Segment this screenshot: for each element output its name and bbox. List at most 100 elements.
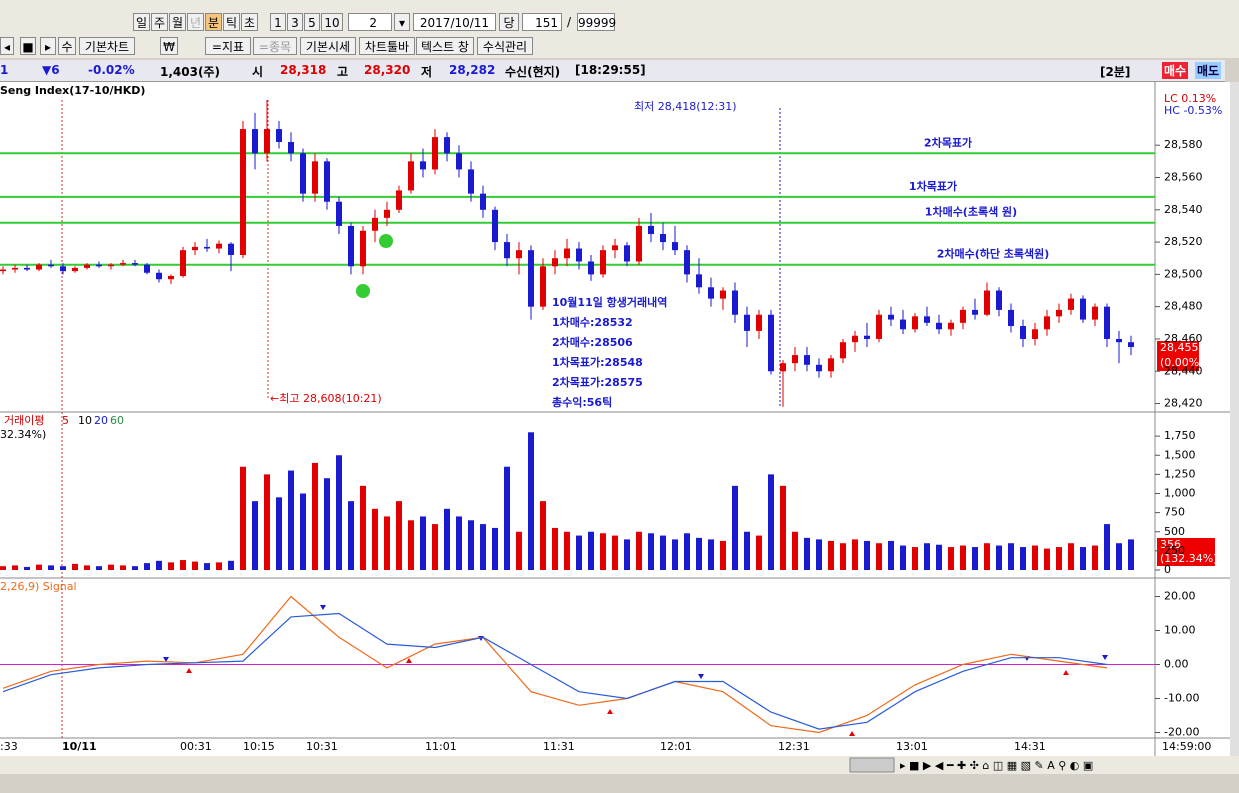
candle-body bbox=[540, 266, 546, 307]
level-label: 2차매수(하단 초록색원) bbox=[937, 247, 1050, 261]
volume-bar bbox=[792, 531, 798, 570]
period-button[interactable]: 초 bbox=[241, 13, 258, 31]
toolbar-button[interactable]: 수 bbox=[58, 37, 76, 55]
buy-marker bbox=[379, 234, 393, 248]
y-tick-label: -10.00 bbox=[1164, 692, 1199, 705]
volume-bar bbox=[696, 537, 702, 570]
volume-bar bbox=[168, 562, 174, 570]
volume-bar bbox=[408, 520, 414, 570]
sell-button[interactable]: 매도 bbox=[1195, 62, 1222, 79]
count-input[interactable]: 151 bbox=[522, 13, 562, 31]
y-tick-label: 1,500 bbox=[1164, 448, 1196, 461]
toolbar-button[interactable]: 텍스트 창 bbox=[416, 37, 474, 55]
period-button[interactable]: 년 bbox=[187, 13, 204, 31]
volume-bar bbox=[996, 545, 1002, 570]
candle-body bbox=[204, 246, 210, 249]
toolbar-button[interactable]: =지표 bbox=[205, 37, 251, 55]
volume-bar bbox=[324, 478, 330, 570]
volume-bar bbox=[876, 543, 882, 570]
candle-body bbox=[672, 242, 678, 251]
interval-button[interactable]: 5 bbox=[304, 13, 320, 31]
volume-legend: 10 bbox=[78, 414, 92, 427]
buy-marker bbox=[356, 284, 370, 298]
volume-bar bbox=[1056, 547, 1062, 570]
candle-body bbox=[912, 316, 918, 330]
x-tick-label: 10:31 bbox=[306, 740, 338, 753]
volume-bar bbox=[288, 470, 294, 570]
volume-bar bbox=[840, 543, 846, 570]
period-button[interactable]: 틱 bbox=[223, 13, 240, 31]
volume-bar bbox=[684, 533, 690, 570]
interval-button[interactable]: 3 bbox=[287, 13, 303, 31]
nav-button[interactable]: ◂ bbox=[0, 37, 14, 55]
tool-icons[interactable]: ▸ ■ ▶ ◀ ━ ✚ ✣ ⌂ ◫ ▦ ▧ ✎ A ⚲ ◐ ▣ bbox=[900, 759, 1093, 772]
time: [18:29:55] bbox=[575, 63, 646, 77]
volume-bar bbox=[624, 539, 630, 570]
candle-body bbox=[132, 263, 138, 265]
x-tick-label: 10/11 bbox=[62, 740, 97, 753]
candle-body bbox=[636, 225, 642, 262]
volume-bar bbox=[1116, 543, 1122, 570]
volume-bar bbox=[252, 501, 258, 570]
volume-bar bbox=[960, 545, 966, 570]
volume-bar bbox=[12, 565, 18, 570]
toolbar-button[interactable]: 차트툴바 bbox=[359, 37, 415, 55]
volume-bar bbox=[336, 455, 342, 570]
volume-bar bbox=[660, 535, 666, 570]
current-button[interactable]: 당 bbox=[499, 13, 519, 31]
volume-partial: 32.34%) bbox=[0, 428, 46, 441]
date-input[interactable]: 2017/10/11 bbox=[413, 13, 496, 31]
candle-body bbox=[816, 364, 822, 372]
toolbar-button[interactable]: 수식관리 bbox=[477, 37, 533, 55]
toolbar-button[interactable]: ₩ bbox=[160, 37, 178, 55]
candle-body bbox=[600, 250, 606, 275]
nav-button[interactable]: ■ bbox=[20, 37, 36, 55]
trade-note: 2차매수:28506 bbox=[552, 335, 633, 349]
volume-bar bbox=[972, 547, 978, 570]
candle-body bbox=[108, 264, 114, 267]
buy-button[interactable]: 매수 bbox=[1162, 62, 1189, 79]
period-button[interactable]: 일 bbox=[133, 13, 150, 31]
candle-body bbox=[288, 141, 294, 154]
candle-body bbox=[708, 287, 714, 299]
period-button[interactable]: 분 bbox=[205, 13, 222, 31]
volume-bar bbox=[816, 539, 822, 570]
volume-bar bbox=[516, 531, 522, 570]
interval-button[interactable]: 1 bbox=[270, 13, 286, 31]
volume-bar bbox=[924, 543, 930, 570]
toolbar-button[interactable]: =종목 bbox=[253, 37, 297, 55]
volume-bar bbox=[744, 531, 750, 570]
candle-body bbox=[60, 266, 66, 272]
interval-button[interactable]: 10 bbox=[321, 13, 343, 31]
period-button[interactable]: 주 bbox=[151, 13, 168, 31]
volume-bar bbox=[204, 563, 210, 570]
candle-body bbox=[1044, 316, 1050, 330]
period-button[interactable]: 월 bbox=[169, 13, 186, 31]
candle-body bbox=[180, 250, 186, 276]
toolbar-button[interactable]: 기본차트 bbox=[79, 37, 135, 55]
dropdown-arrow[interactable]: ▾ bbox=[394, 13, 410, 31]
trade-note: 1차목표가:28548 bbox=[552, 355, 643, 369]
candle-body bbox=[996, 290, 1002, 310]
volume-bar bbox=[780, 485, 786, 570]
y-tick-label: 1,250 bbox=[1164, 467, 1196, 480]
candle-body bbox=[36, 264, 42, 270]
max-input[interactable]: 99999 bbox=[577, 13, 616, 31]
candle-body bbox=[732, 290, 738, 315]
candle-body bbox=[936, 322, 942, 330]
scroll-thumb[interactable] bbox=[849, 757, 895, 773]
macd-legend: 2,26,9) Signal bbox=[0, 580, 77, 593]
candle-body bbox=[156, 272, 162, 280]
volume-bar bbox=[552, 527, 558, 570]
interval-select[interactable]: 2 bbox=[348, 13, 392, 31]
nav-button[interactable]: ▸ bbox=[40, 37, 56, 55]
volume-bar bbox=[1092, 545, 1098, 570]
toolbar-button[interactable]: 기본시세 bbox=[300, 37, 356, 55]
candle-body bbox=[120, 263, 126, 265]
candle-body bbox=[312, 161, 318, 194]
chart-bg bbox=[0, 82, 1230, 756]
volume-bar bbox=[1068, 543, 1074, 570]
candle-body bbox=[1008, 309, 1014, 327]
candle-body bbox=[0, 269, 6, 272]
